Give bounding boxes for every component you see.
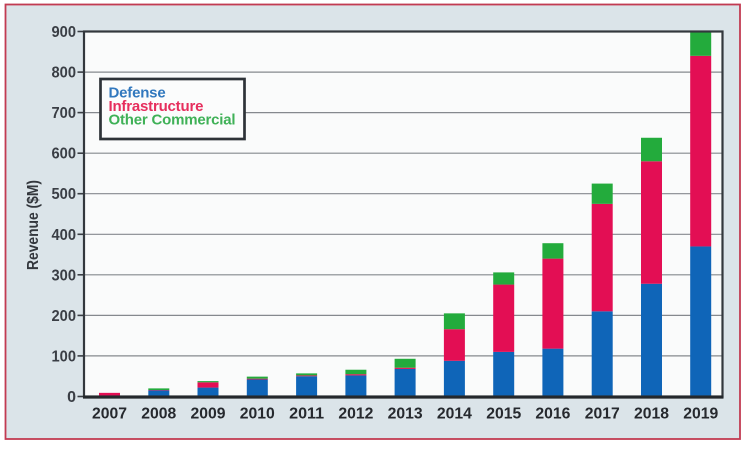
svg-text:2011: 2011 xyxy=(289,406,324,423)
svg-text:2013: 2013 xyxy=(388,406,423,423)
svg-text:Other Commercial: Other Commercial xyxy=(109,112,236,129)
svg-text:2012: 2012 xyxy=(338,406,373,423)
svg-text:0: 0 xyxy=(67,389,76,406)
svg-text:100: 100 xyxy=(52,348,77,365)
svg-text:2008: 2008 xyxy=(141,406,176,423)
svg-text:200: 200 xyxy=(52,308,77,325)
svg-text:2009: 2009 xyxy=(191,406,226,423)
svg-text:2007: 2007 xyxy=(92,406,127,423)
svg-text:2016: 2016 xyxy=(535,406,570,423)
svg-text:2018: 2018 xyxy=(634,406,669,423)
svg-text:300: 300 xyxy=(52,267,77,284)
svg-text:Revenue ($M): Revenue ($M) xyxy=(25,180,42,270)
svg-text:700: 700 xyxy=(52,105,77,122)
svg-text:800: 800 xyxy=(52,65,77,82)
svg-text:500: 500 xyxy=(52,186,77,203)
svg-text:2010: 2010 xyxy=(240,406,275,423)
svg-text:2015: 2015 xyxy=(486,406,521,423)
svg-text:2017: 2017 xyxy=(585,406,620,423)
svg-text:400: 400 xyxy=(52,227,77,244)
svg-text:600: 600 xyxy=(52,146,77,163)
svg-text:900: 900 xyxy=(52,24,77,41)
svg-text:2019: 2019 xyxy=(683,406,718,423)
svg-text:2014: 2014 xyxy=(437,406,472,423)
